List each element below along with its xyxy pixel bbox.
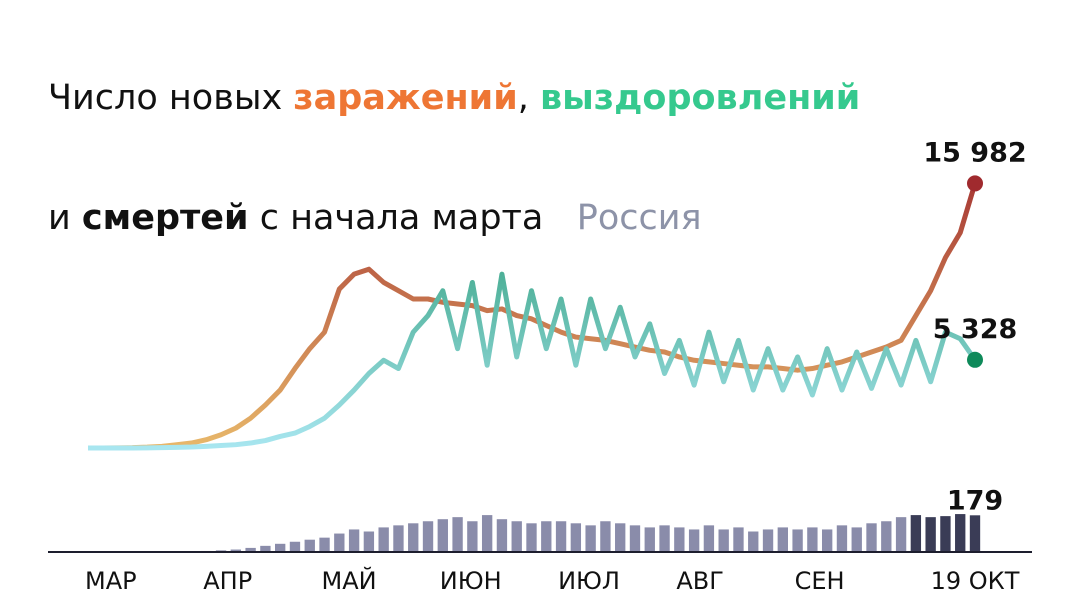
series-line [88, 271, 978, 451]
bar [792, 529, 803, 552]
bar [541, 521, 552, 552]
bar [881, 521, 892, 552]
bar [925, 517, 936, 552]
bar [836, 525, 848, 552]
value-label: 15 982 [923, 137, 1026, 168]
value-label: 5 328 [933, 314, 1018, 345]
series-line [88, 182, 978, 451]
bar [955, 514, 966, 552]
bar [600, 521, 611, 552]
bar [511, 521, 522, 552]
bar [629, 525, 641, 552]
bar [319, 537, 330, 552]
title: Число новых заражений, выздоровлений и с… [48, 8, 860, 308]
bar [615, 523, 626, 552]
x-tick-label: АПР [203, 567, 252, 595]
x-tick-label: МАР [85, 567, 137, 595]
bar [851, 527, 862, 552]
bar [733, 527, 744, 552]
bar [408, 523, 419, 552]
x-tick-label: 19 ОКТ [931, 567, 1020, 595]
bar [762, 529, 774, 552]
x-tick-label: АВГ [676, 567, 724, 595]
bar [659, 525, 670, 552]
title-line: и смертей с начала марта Россия [48, 188, 860, 248]
bar [555, 521, 567, 552]
bar [393, 525, 404, 552]
bar [334, 533, 345, 552]
bar [348, 529, 360, 552]
title-line: Число новых заражений, выздоровлений [48, 68, 860, 128]
title-part: выздоровлений [540, 78, 861, 118]
bar [378, 527, 389, 552]
title-part: смертей [81, 198, 249, 238]
end-dot [967, 175, 983, 192]
bar [570, 523, 582, 552]
bar [260, 545, 271, 552]
bar [437, 519, 448, 552]
bar [526, 523, 537, 552]
bar [895, 517, 907, 552]
bar [275, 543, 286, 552]
bar [703, 525, 715, 552]
bar [688, 529, 700, 552]
bar [467, 521, 478, 552]
subtitle: Россия [576, 198, 702, 238]
title-part: Число новых [48, 78, 294, 118]
x-tick-label: ИЮН [440, 567, 502, 595]
bar [289, 541, 301, 552]
bar [969, 515, 981, 552]
bar [481, 515, 493, 552]
bar [230, 549, 242, 552]
x-tick-label: МАЙ [322, 566, 377, 595]
bar [748, 531, 759, 552]
x-tick-label: ИЮЛ [558, 567, 620, 595]
value-label: 179 [947, 485, 1003, 516]
bar [363, 531, 375, 552]
title-part: , [517, 78, 540, 118]
bar [866, 523, 877, 552]
bar [644, 527, 655, 552]
bar [718, 529, 729, 552]
bar [496, 519, 508, 552]
bar [585, 525, 596, 552]
bar [674, 527, 685, 552]
bar [245, 547, 256, 552]
bar [910, 515, 922, 552]
title-part: заражений [293, 78, 518, 118]
bar [304, 539, 315, 552]
x-tick-label: СЕН [795, 567, 845, 595]
title-part: с начала марта [248, 198, 544, 238]
bar [940, 516, 951, 552]
bar [422, 521, 434, 552]
title-part: и [48, 198, 82, 238]
end-dot [967, 351, 983, 368]
bar [821, 529, 833, 552]
bar [807, 527, 818, 552]
bar [777, 527, 788, 552]
bar [452, 517, 463, 552]
